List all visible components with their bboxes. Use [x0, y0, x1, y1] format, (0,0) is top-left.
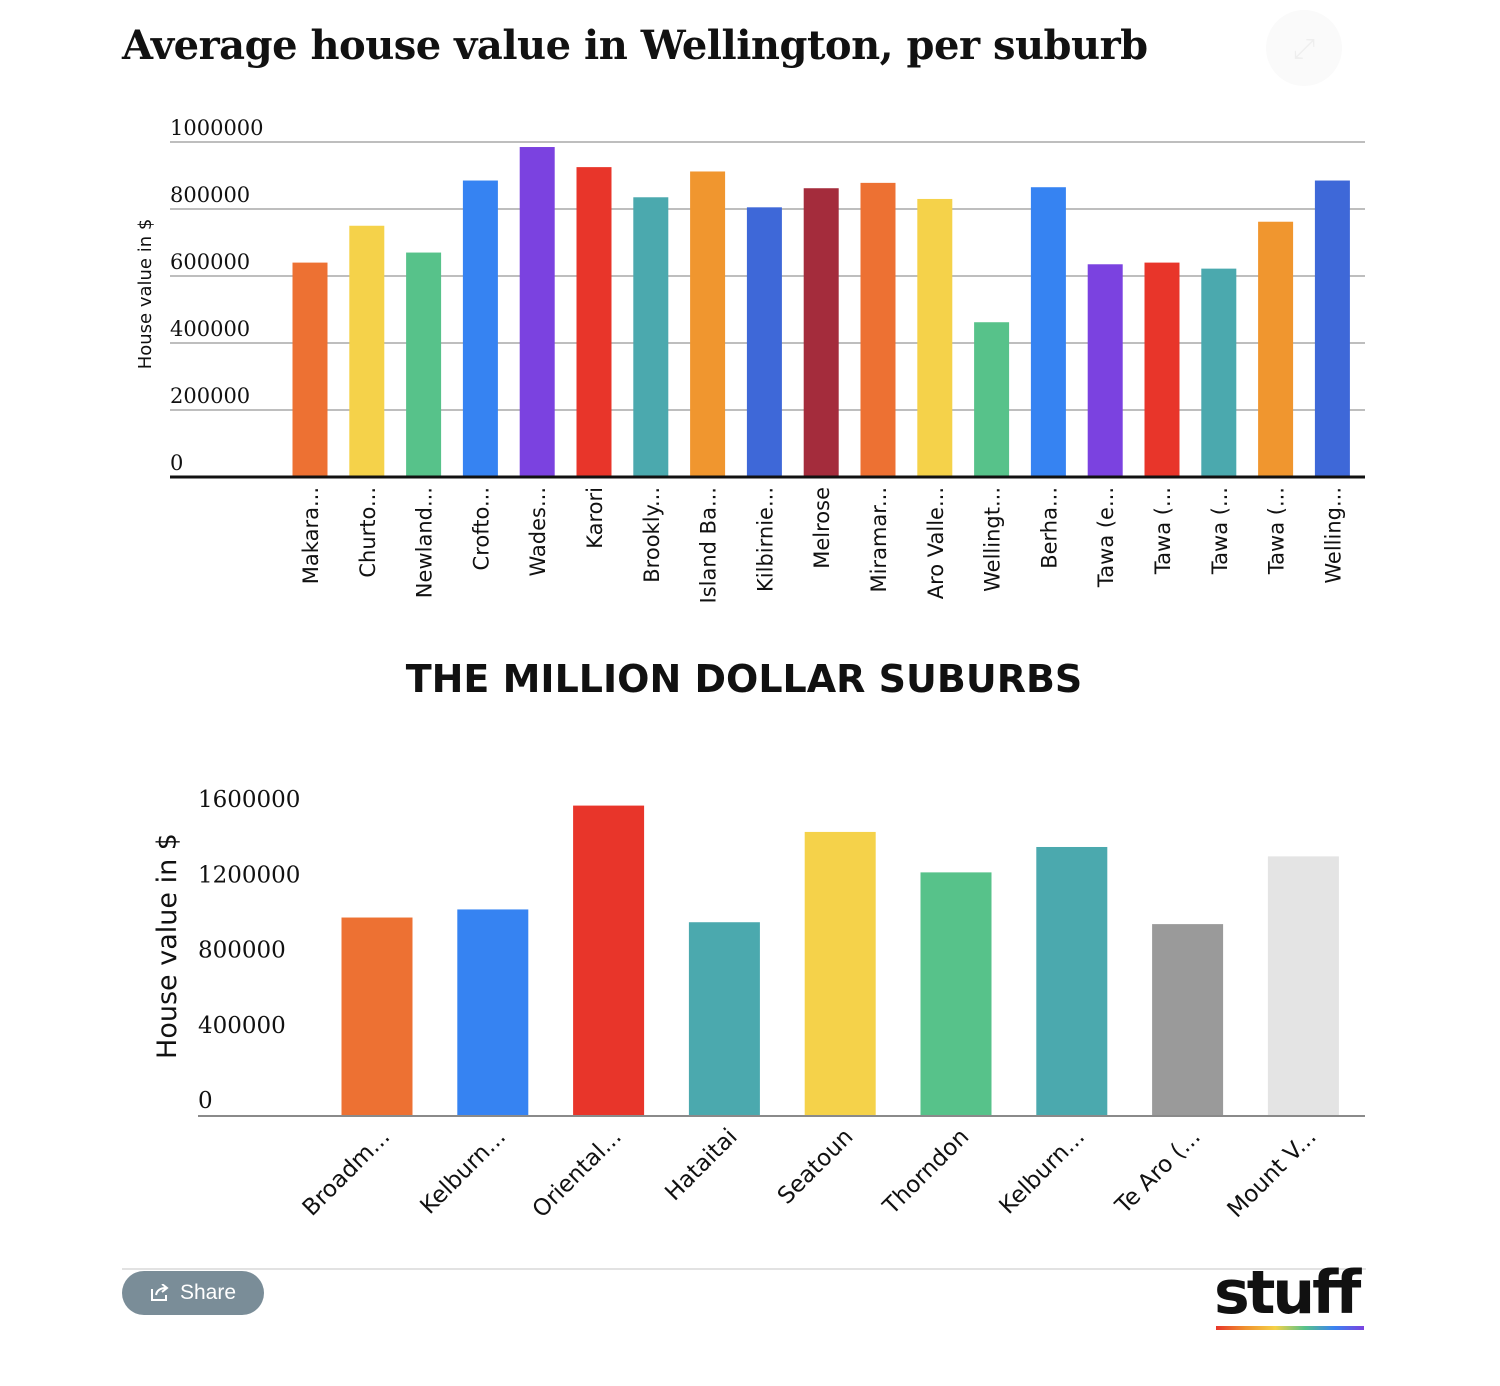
- y-axis-label: House value in $: [135, 219, 156, 370]
- bar: [746, 207, 782, 477]
- y-tick-label: 800000: [198, 938, 286, 964]
- x-tick-label: Kilbirnie...: [753, 487, 777, 592]
- bar: [1152, 924, 1224, 1116]
- footer-divider: [122, 1268, 1366, 1270]
- bar: [1314, 180, 1350, 477]
- share-icon: [150, 1284, 169, 1301]
- x-tick-label: Berha...: [1037, 487, 1061, 569]
- expand-icon: ⤢: [1292, 32, 1316, 65]
- x-tick-label: Seatoun: [773, 1124, 859, 1210]
- x-tick-label: Te Aro (...: [1110, 1124, 1206, 1220]
- y-tick-label: 0: [170, 451, 183, 475]
- bar: [688, 922, 760, 1116]
- x-tick-label: Churto...: [356, 487, 380, 578]
- x-tick-label: Melrose: [810, 487, 834, 569]
- x-tick-label: Miramar...: [867, 487, 891, 593]
- x-tick-label: Aro Valle...: [924, 487, 948, 599]
- x-tick-label: Newland...: [413, 487, 437, 598]
- bar: [1201, 268, 1237, 477]
- x-tick-label: Welling...: [1321, 487, 1345, 584]
- x-tick-label: Wades...: [526, 487, 550, 577]
- logo-rainbow-bar: [1216, 1326, 1364, 1330]
- y-tick-label: 1000000: [170, 116, 264, 140]
- bar: [917, 198, 953, 477]
- bar: [860, 182, 896, 477]
- bar: [292, 262, 328, 477]
- chart-title: Average house value in Wellington, per s…: [122, 22, 1148, 69]
- share-label: Share: [179, 1281, 237, 1304]
- y-tick-label: 600000: [170, 250, 250, 274]
- x-tick-label: Tawa (...: [1265, 487, 1289, 575]
- bar: [1258, 221, 1294, 477]
- x-tick-label: Oriental...: [528, 1124, 627, 1223]
- bar: [576, 167, 612, 477]
- bar: [803, 188, 839, 477]
- x-tick-label: Mount V...: [1223, 1124, 1322, 1223]
- bar: [1087, 264, 1123, 477]
- x-tick-label: Hataitai: [660, 1124, 742, 1206]
- y-tick-label: 200000: [170, 384, 250, 408]
- suburb-value-chart: 0 200000 400000 600000 800000 1000000 Makara..…: [135, 116, 1365, 603]
- bar: [974, 322, 1010, 477]
- share-button[interactable]: Share: [122, 1271, 264, 1315]
- x-tick-label: Makara...: [299, 487, 323, 584]
- fullscreen-button[interactable]: ⤢: [1266, 10, 1342, 86]
- x-tick-label: Brookly...: [640, 487, 664, 583]
- bar: [341, 917, 413, 1116]
- million-dollar-chart: THE MILLION DOLLAR SUBURBS 0 400000 800000 1…: [152, 657, 1365, 1223]
- x-tick-label: Thorndon: [878, 1124, 975, 1221]
- y-tick-label: 400000: [198, 1013, 286, 1039]
- bar: [1036, 846, 1108, 1116]
- bar: [690, 171, 726, 477]
- x-tick-label: Wellingt...: [981, 487, 1005, 592]
- bar: [804, 831, 876, 1116]
- bar: [573, 805, 645, 1116]
- bar: [1030, 187, 1066, 477]
- bar: [633, 197, 669, 477]
- y-axis-label: House value in $: [152, 833, 183, 1059]
- bar: [920, 872, 992, 1116]
- bar: [406, 252, 442, 477]
- x-tick-label: Crofto...: [469, 487, 493, 570]
- bar: [1267, 856, 1339, 1116]
- x-tick-label: Tawa (...: [1151, 487, 1175, 575]
- x-tick-label: Kelburn...: [415, 1124, 511, 1220]
- subchart-title: THE MILLION DOLLAR SUBURBS: [406, 657, 1083, 701]
- x-tick-label: Island Ba...: [697, 487, 721, 603]
- y-tick-label: 1600000: [198, 787, 300, 813]
- y-tick-label: 1200000: [198, 862, 300, 888]
- x-tick-label: Kelburn...: [994, 1124, 1090, 1220]
- bar: [519, 147, 555, 477]
- bar: [457, 909, 529, 1116]
- x-tick-label: Broadm...: [298, 1124, 395, 1221]
- y-tick-label: 800000: [170, 183, 250, 207]
- logo-text: stuff: [1214, 1258, 1361, 1328]
- bar: [462, 180, 498, 477]
- stuff-logo[interactable]: stuff: [1214, 1258, 1366, 1334]
- bar: [349, 225, 385, 477]
- bar: [1144, 262, 1180, 477]
- x-tick-label: Tawa (e...: [1094, 487, 1118, 588]
- x-tick-label: Karori: [583, 487, 607, 549]
- x-tick-label: Tawa (...: [1208, 487, 1232, 575]
- y-tick-label: 400000: [170, 317, 250, 341]
- y-tick-label: 0: [198, 1088, 213, 1114]
